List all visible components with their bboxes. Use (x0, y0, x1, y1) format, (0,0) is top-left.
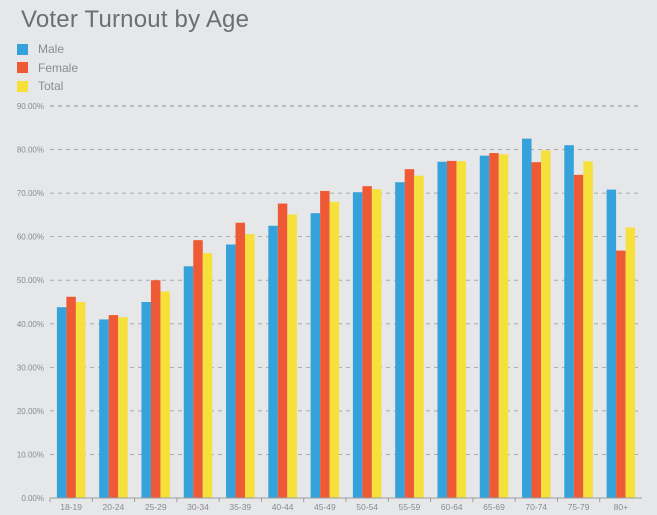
bar-male-65-69[interactable] (479, 155, 490, 499)
legend-label-total: Total (38, 79, 64, 94)
y-tick-label: 30.00% (17, 363, 44, 372)
bar-male-55-59[interactable] (395, 182, 405, 498)
x-tick-label: 50-54 (356, 502, 378, 512)
bars (56, 138, 636, 499)
bar-total-50-54[interactable] (371, 189, 382, 499)
bar-female-70-74[interactable] (531, 162, 542, 499)
chart-title: Voter Turnout by Age (21, 6, 250, 33)
legend-label-female: Female (38, 60, 79, 75)
bar-male-75-79[interactable] (564, 145, 574, 498)
y-tick-label: 90.00% (17, 102, 44, 111)
bar-female-45-49[interactable] (320, 190, 330, 498)
bar-female-50-54[interactable] (362, 186, 372, 499)
gridlines (50, 105, 642, 455)
bar-total-55-59[interactable] (414, 175, 424, 498)
bar-male-30-34[interactable] (183, 266, 194, 498)
bar-total-30-34[interactable] (202, 253, 213, 498)
legend-item-male[interactable]: Male (17, 40, 78, 59)
legend-swatch-male (17, 43, 28, 55)
y-tick-label: 10.00% (17, 450, 44, 459)
x-tick-label: 30-34 (187, 502, 209, 512)
bar-female-18-19[interactable] (66, 296, 76, 498)
bar-female-60-64[interactable] (446, 160, 457, 498)
x-axis-ticks: 18-19 20-24 25-29 30-34 35-39 40-44 45-49 50-54… (49, 498, 628, 512)
x-tick-label: 45-49 (314, 502, 336, 512)
legend-item-female[interactable]: Female (17, 59, 78, 78)
legend-item-total[interactable]: Total (17, 77, 78, 96)
x-tick-label: 35-39 (229, 502, 251, 512)
bar-male-60-64[interactable] (437, 161, 447, 499)
x-tick-label: 18-19 (60, 502, 82, 512)
bar-female-80+[interactable] (616, 250, 626, 498)
bar-total-18-19[interactable] (75, 302, 86, 498)
x-tick-label: 55-59 (399, 502, 421, 512)
bar-male-35-39[interactable] (226, 244, 236, 498)
bar-male-45-49[interactable] (310, 213, 321, 498)
y-tick-label: 0.00% (21, 494, 44, 503)
x-tick-label: 25-29 (145, 502, 167, 512)
bar-total-25-29[interactable] (160, 291, 170, 498)
y-axis-ticks: 0.00% 10.00% 20.00% 30.00% 40.00% 50.00% 60.00… (17, 102, 44, 503)
x-tick-label: 80+ (614, 502, 628, 512)
bar-total-75-79[interactable] (583, 161, 593, 498)
y-tick-label: 50.00% (17, 276, 44, 285)
bar-female-65-69[interactable] (489, 153, 499, 499)
bar-male-20-24[interactable] (99, 319, 109, 498)
bar-total-40-44[interactable] (287, 214, 297, 498)
bar-male-70-74[interactable] (522, 138, 532, 498)
bar-female-35-39[interactable] (235, 222, 246, 498)
bar-male-18-19[interactable] (56, 307, 67, 498)
bar-female-40-44[interactable] (277, 203, 288, 498)
bar-female-20-24[interactable] (108, 315, 119, 498)
bar-male-40-44[interactable] (268, 225, 278, 498)
y-tick-label: 80.00% (17, 146, 44, 155)
y-tick-label: 20.00% (17, 407, 44, 416)
bar-total-20-24[interactable] (118, 317, 128, 498)
bar-female-25-29[interactable] (150, 280, 161, 498)
x-tick-label: 40-44 (272, 502, 294, 512)
bar-total-60-64[interactable] (456, 161, 466, 498)
y-tick-label: 40.00% (17, 320, 44, 329)
legend: Male Female Total (17, 40, 78, 96)
y-tick-label: 70.00% (17, 189, 44, 198)
legend-swatch-total (17, 80, 28, 92)
legend-label-male: Male (38, 42, 65, 57)
bar-male-80+[interactable] (606, 189, 617, 499)
x-tick-label: 75-79 (568, 502, 590, 512)
bar-total-35-39[interactable] (245, 234, 255, 498)
y-tick-label: 60.00% (17, 233, 44, 242)
bar-male-25-29[interactable] (141, 302, 151, 498)
bar-male-50-54[interactable] (352, 192, 363, 499)
bar-total-70-74[interactable] (541, 150, 551, 498)
bar-total-45-49[interactable] (329, 201, 340, 499)
bar-female-75-79[interactable] (573, 174, 584, 498)
x-tick-label: 60-64 (441, 502, 463, 512)
legend-swatch-female (17, 62, 28, 74)
bar-total-65-69[interactable] (498, 154, 509, 498)
x-tick-label: 65-69 (483, 502, 505, 512)
x-tick-label: 20-24 (103, 502, 125, 512)
bar-total-80+[interactable] (625, 227, 636, 498)
bar-female-55-59[interactable] (404, 169, 415, 498)
x-tick-label: 70-74 (525, 502, 547, 512)
bar-female-30-34[interactable] (193, 240, 203, 498)
